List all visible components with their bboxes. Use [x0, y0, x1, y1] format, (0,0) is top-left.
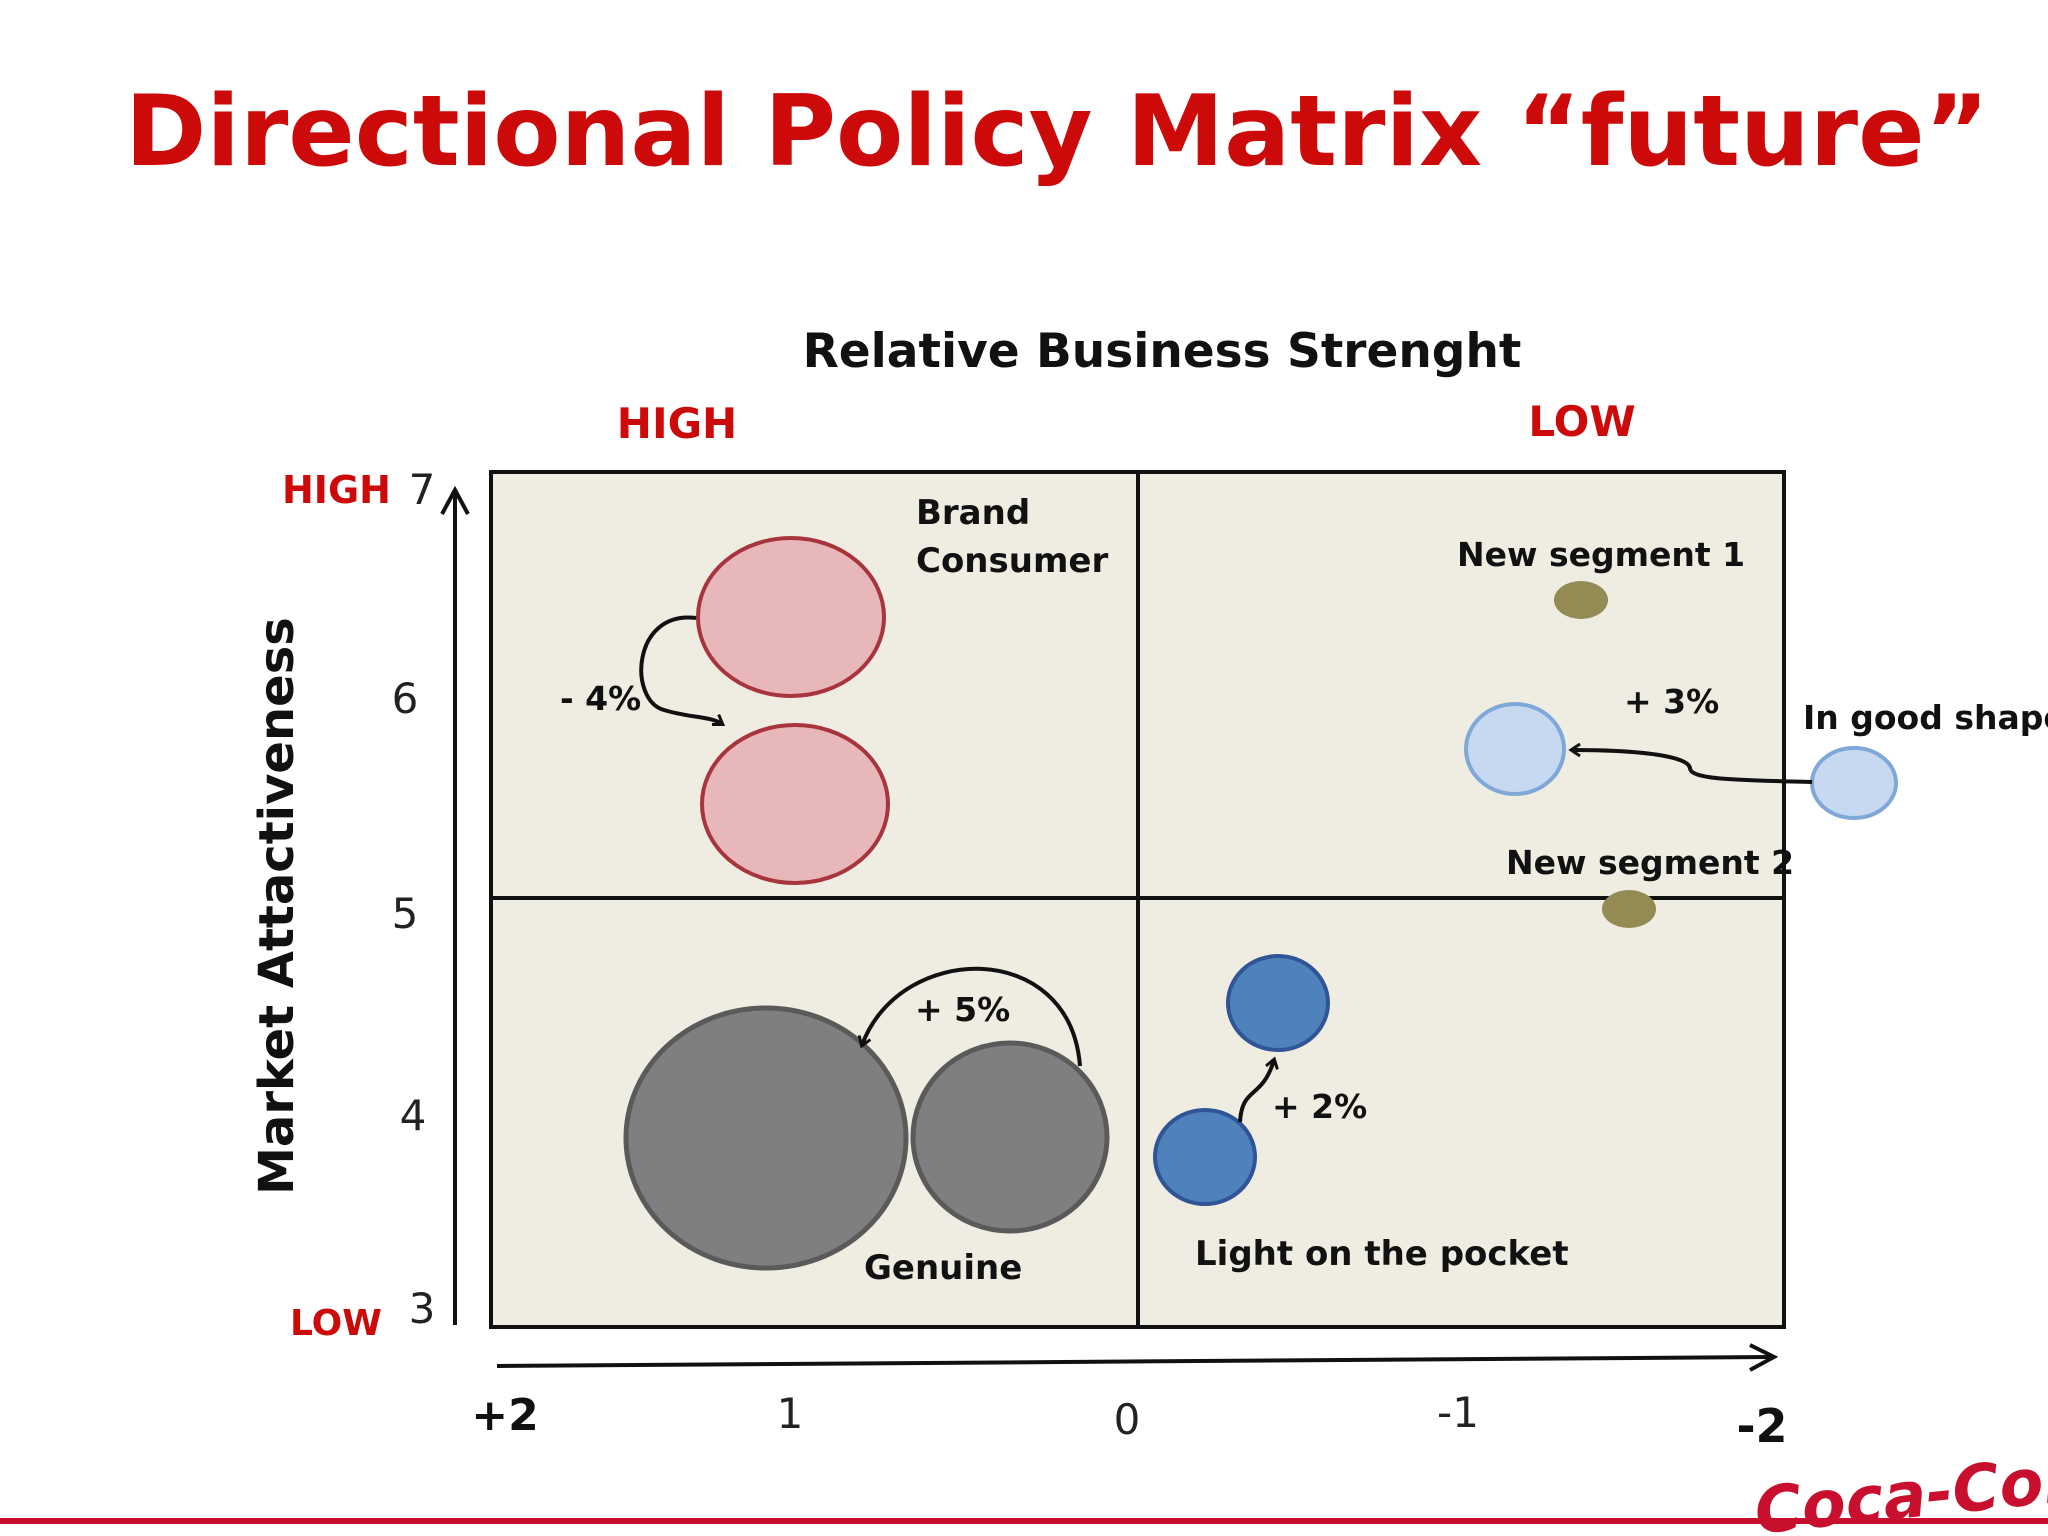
light-on-the-pocket-label: Light on the pocket [1195, 1234, 1569, 1274]
slide-title: Directional Policy Matrix “future” [125, 75, 1989, 189]
x-axis-high-label: HIGH [617, 399, 737, 448]
brand-consumer-label-line1: Brand [916, 493, 1030, 533]
footer-accent-line [0, 1518, 2048, 1524]
brand-consumer-label-line2: Consumer [916, 541, 1108, 581]
light-on-the-pocket-trend-arrow [1238, 1060, 1274, 1123]
x-axis-title: Relative Business Strenght [803, 324, 1522, 379]
x-tick-label: -1 [1437, 1388, 1479, 1437]
in-good-shape-bubble-current [1810, 746, 1898, 820]
y-tick-label: 6 [392, 674, 419, 723]
brand-consumer-bubble-current [696, 536, 886, 698]
genuine-trend-arrow [862, 966, 1082, 1067]
genuine-label: Genuine [864, 1248, 1022, 1288]
in-good-shape-trend-arrow [1572, 750, 1813, 784]
x-axis-low-label: LOW [1528, 397, 1635, 446]
new-segment-1-label: New segment 1 [1457, 535, 1745, 574]
y-tick-label: 4 [400, 1091, 427, 1140]
in-good-shape-change-label: + 3% [1624, 682, 1719, 721]
in-good-shape-label: In good shape [1803, 698, 2048, 737]
light-on-the-pocket-bubble-current [1153, 1108, 1257, 1206]
new-segment-2-label: New segment 2 [1506, 843, 1794, 882]
new-segment-1-bubble [1554, 581, 1608, 619]
x-tick-label: 0 [1114, 1395, 1141, 1444]
y-tick-label: 7 [409, 465, 436, 514]
x-tick-label: 1 [777, 1389, 804, 1438]
genuine-bubble-future [623, 1005, 909, 1271]
brand-consumer-bubble-future [700, 723, 890, 885]
y-tick-label: 3 [409, 1284, 436, 1333]
genuine-change-label: + 5% [915, 990, 1010, 1029]
genuine-bubble-current [910, 1040, 1110, 1234]
y-axis-arrowhead [440, 485, 470, 515]
brand-consumer-trend-arrow [639, 615, 722, 724]
y-axis-low-label: LOW [290, 1303, 382, 1344]
x-axis-arrow [496, 1355, 1771, 1368]
light-on-the-pocket-bubble-future [1226, 954, 1330, 1052]
y-axis-title: Market Attactiveness [249, 617, 305, 1195]
in-good-shape-bubble-future [1464, 702, 1566, 796]
x-tick-label: -2 [1736, 1399, 1787, 1453]
light-on-the-pocket-change-label: + 2% [1272, 1087, 1367, 1126]
y-tick-label: 5 [392, 889, 419, 938]
y-axis-high-label: HIGH [282, 468, 391, 512]
brand-consumer-change-label: - 4% [560, 679, 641, 718]
new-segment-2-bubble [1602, 890, 1656, 928]
x-axis-arrowhead [1749, 1343, 1779, 1372]
x-tick-label: +2 [471, 1390, 538, 1441]
